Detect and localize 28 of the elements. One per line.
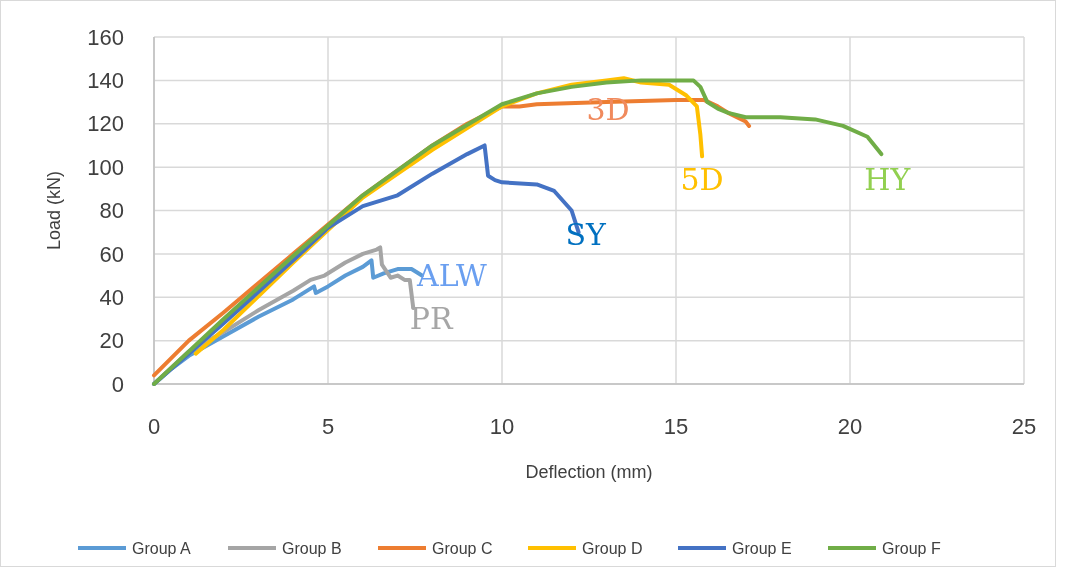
y-tick-label: 120 [87,111,124,137]
x-axis-title: Deflection (mm) [525,462,653,482]
x-tick-label: 10 [489,414,515,439]
annotation: SY [565,216,607,252]
x-tick-label: 5 [321,414,335,439]
annotation: HY [864,161,912,197]
x-tick-label: 25 [1011,414,1037,439]
legend-label: Group B [282,539,342,557]
y-tick-label: 80 [99,198,124,224]
legend-label: Group F [882,539,941,557]
y-tick-label: 0 [111,371,124,397]
y-tick-label: 140 [87,68,124,94]
y-tick-label: 60 [99,241,124,267]
legend-label: Group C [432,539,493,557]
annotation: ALW [416,258,488,294]
y-tick-label: 160 [87,24,124,50]
legend-label: Group A [132,539,192,557]
legend-label: Group D [582,539,643,557]
annotation: PR [409,300,455,336]
legend-label: Group E [732,539,792,557]
x-tick-label: 0 [147,414,161,439]
x-tick-label: 15 [663,414,689,439]
y-tick-label: 100 [87,154,124,180]
y-axis-title: Load (kN) [44,170,64,251]
y-tick-label: 40 [99,284,124,310]
x-tick-label: 20 [837,414,863,439]
annotation: 5D [680,161,724,197]
y-tick-label: 20 [99,328,124,354]
